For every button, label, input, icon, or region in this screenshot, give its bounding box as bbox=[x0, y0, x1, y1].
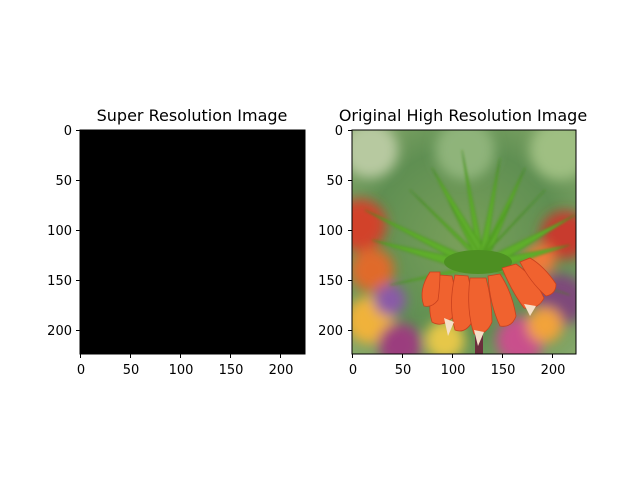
y-tick-label: 0 bbox=[64, 124, 72, 139]
y-tick-label: 200 bbox=[318, 324, 343, 339]
y-tick-label: 0 bbox=[335, 124, 343, 139]
y-tick-label: 150 bbox=[318, 274, 343, 289]
x-tick-label: 200 bbox=[269, 363, 294, 378]
y-tick-label: 150 bbox=[47, 274, 72, 289]
y-tick-label: 100 bbox=[318, 224, 343, 239]
x-tick-label: 150 bbox=[491, 363, 516, 378]
x-tick-label: 50 bbox=[395, 363, 412, 378]
x-tick-label: 0 bbox=[349, 363, 357, 378]
x-tick-label: 200 bbox=[541, 363, 566, 378]
super-resolution-image bbox=[80, 130, 305, 354]
panel-original-high-resolution: Original High Resolution Image bbox=[318, 106, 587, 378]
x-tick-label: 100 bbox=[169, 363, 194, 378]
panel-title: Super Resolution Image bbox=[97, 106, 288, 125]
flower-photo bbox=[352, 130, 576, 354]
y-axis-ticks: 0 50 100 150 200 bbox=[47, 124, 80, 339]
axes-frame bbox=[79, 129, 306, 355]
y-tick-label: 50 bbox=[326, 174, 343, 189]
axes-frame bbox=[351, 129, 577, 355]
x-tick-label: 150 bbox=[219, 363, 244, 378]
y-tick-label: 50 bbox=[55, 174, 72, 189]
y-axis-ticks: 0 50 100 150 200 bbox=[318, 124, 352, 339]
x-tick-label: 0 bbox=[77, 363, 85, 378]
panel-super-resolution: Super Resolution Image 0 50 100 150 200 … bbox=[47, 106, 306, 378]
y-tick-label: 100 bbox=[47, 224, 72, 239]
x-tick-label: 100 bbox=[441, 363, 466, 378]
x-tick-label: 50 bbox=[123, 363, 140, 378]
x-axis-ticks: 0 50 100 150 200 bbox=[77, 354, 294, 378]
x-axis-ticks: 0 50 100 150 200 bbox=[349, 354, 566, 378]
panel-title: Original High Resolution Image bbox=[339, 106, 587, 125]
y-tick-label: 200 bbox=[47, 324, 72, 339]
